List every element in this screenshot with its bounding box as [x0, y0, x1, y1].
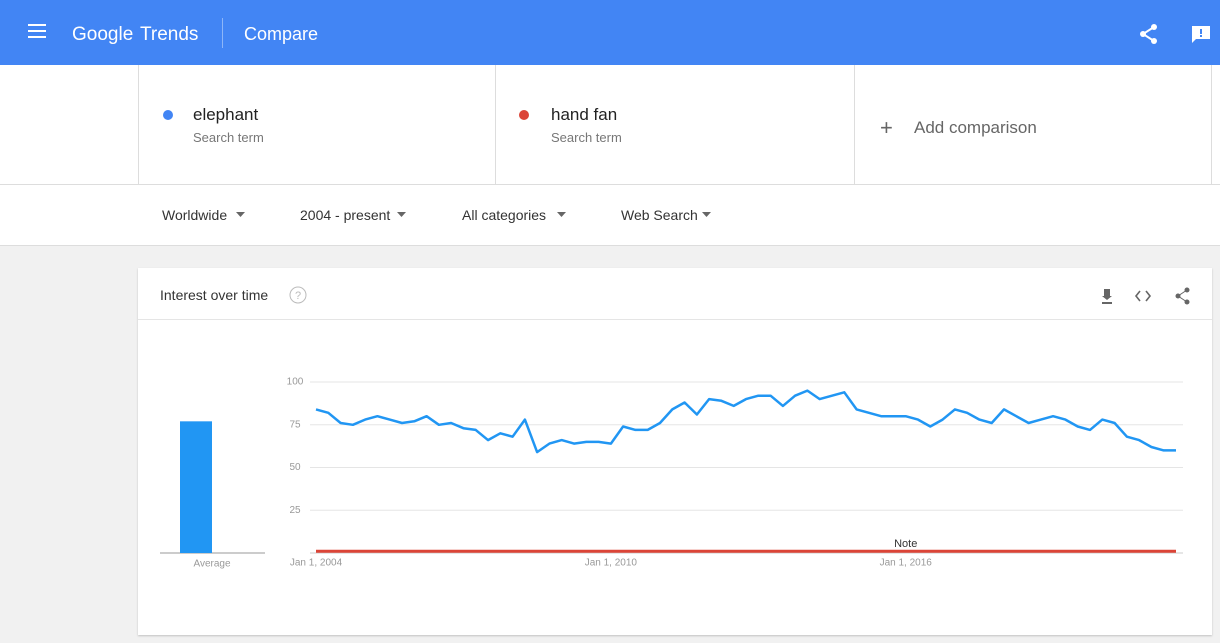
menu-icon[interactable]: [28, 24, 46, 38]
y-tick-label: 50: [289, 462, 301, 473]
divider: [222, 18, 223, 48]
card-actions[interactable]: [1102, 287, 1192, 305]
series-line: [315, 389, 1176, 454]
term-dot: [163, 110, 173, 120]
logo-product[interactable]: Trends: [140, 24, 199, 45]
term-dot: [519, 110, 529, 120]
divider: [1211, 65, 1212, 185]
divider: [495, 65, 496, 185]
x-tick-label: Jan 1, 2016: [880, 558, 933, 569]
filter[interactable]: All categories: [462, 207, 547, 223]
svg-text:?: ?: [295, 290, 301, 302]
add-comparison[interactable]: Add comparison: [914, 118, 1037, 137]
plus-icon[interactable]: +: [880, 115, 893, 140]
card: Interest over time ?: [138, 268, 1212, 635]
y-tick-label: 100: [287, 377, 304, 388]
filter[interactable]: 2004 - present: [300, 207, 391, 223]
average-label: Average: [193, 559, 231, 570]
term-kind: Search term: [551, 130, 622, 145]
dropdown-arrow[interactable]: [557, 212, 567, 218]
term-name[interactable]: elephant: [193, 105, 259, 124]
page-title: Compare: [244, 24, 319, 44]
x-tick-label: Jan 1, 2004: [290, 558, 343, 569]
dropdown-arrow[interactable]: [397, 212, 407, 218]
filter[interactable]: Web Search: [621, 207, 698, 223]
y-tick-label: 75: [289, 419, 301, 430]
average-bar: [180, 421, 212, 553]
x-tick-label: Jan 1, 2010: [585, 558, 638, 569]
divider: [138, 319, 1212, 320]
y-tick-label: 25: [289, 505, 301, 516]
annotation: Note: [894, 538, 917, 550]
help-icon[interactable]: ?: [288, 285, 308, 305]
logo[interactable]: Google: [72, 24, 134, 45]
top-bar: Google Trends Compare: [0, 0, 1220, 65]
divider: [854, 65, 855, 185]
share-icon[interactable]: [1140, 24, 1158, 44]
divider: [0, 184, 1220, 185]
dropdown-arrow[interactable]: [702, 212, 712, 218]
divider: [138, 65, 139, 185]
term-kind: Search term: [193, 130, 264, 145]
card-title: Interest over time: [160, 287, 269, 303]
filter[interactable]: Worldwide: [162, 207, 228, 223]
feedback-icon[interactable]: [1192, 26, 1210, 44]
dropdown-arrow[interactable]: [236, 212, 246, 218]
terms-panel: elephant Search term hand fan Search ter…: [0, 65, 1220, 246]
term-name[interactable]: hand fan: [551, 105, 618, 124]
